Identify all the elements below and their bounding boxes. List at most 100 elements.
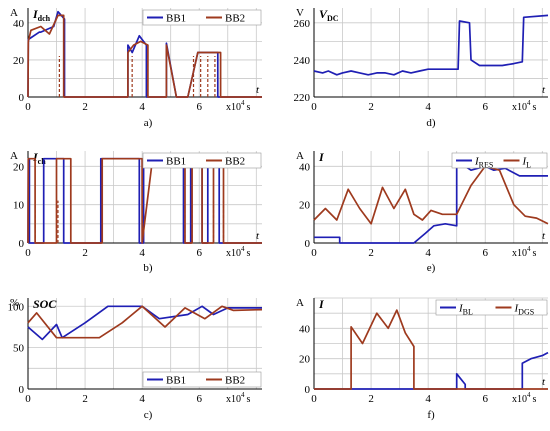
y-tick-label: 50 (13, 343, 25, 355)
x-tick-label: 4 (139, 101, 145, 113)
series-line-d-1 (313, 14, 549, 76)
y-tick-label: 40 (13, 18, 25, 30)
legend-label: BB2 (225, 13, 245, 25)
legend-box (142, 9, 262, 26)
x-tick-label: 2 (368, 393, 374, 405)
legend-f: IBL IDGS (435, 299, 548, 317)
x-tick-label: 0 (311, 247, 317, 259)
x-exponent-label: x104 s (226, 245, 251, 259)
x-tick-label: 6 (482, 393, 488, 405)
legend-label: IL (522, 156, 532, 170)
x-tick-label: 0 (25, 393, 31, 405)
x-tick-label: 2 (82, 101, 88, 113)
series-line-e-1 (314, 159, 548, 244)
x-tick-label: 0 (311, 101, 317, 113)
series-line-a-2 (27, 14, 262, 98)
y-tick-label: 0 (19, 384, 25, 396)
legend-label: IBL (458, 303, 473, 317)
x-axis-symbol: t (542, 376, 546, 388)
legend-box (142, 152, 262, 169)
chart-e: 0 20 40 0 2 4 6 A It x104 s e) IRES IL (296, 150, 549, 274)
x-axis-symbol: t (256, 84, 260, 96)
x-tick-label: 6 (196, 393, 202, 405)
y-unit-label: A (296, 297, 304, 309)
x-tick-label: 2 (368, 247, 374, 259)
gridlines-d (314, 8, 548, 97)
y-tick-label: 20 (299, 354, 311, 366)
y-symbol-label: Idch (32, 7, 51, 23)
y-symbol-label: I (318, 297, 325, 311)
legend-e: IRES IL (451, 152, 548, 170)
chart-f: 0 20 40 0 2 4 6 A It x104 s f) IBL IDGS (296, 297, 549, 421)
y-tick-label: 20 (13, 161, 25, 173)
y-unit-label: V (296, 7, 304, 19)
y-symbol-label: I (318, 150, 325, 164)
x-exponent-label: x104 s (512, 99, 537, 113)
series-line-f-1 (314, 351, 549, 390)
y-unit-label: A (296, 150, 304, 162)
y-tick-label: 20 (299, 200, 311, 212)
x-tick-label: 6 (482, 101, 488, 113)
x-exponent-label: x104 s (226, 391, 251, 405)
legend-box (435, 299, 548, 316)
x-tick-label: 0 (25, 101, 31, 113)
gridlines-f (314, 297, 548, 389)
y-tick-label: 20 (13, 55, 25, 67)
y-tick-label: 220 (294, 92, 311, 104)
y-tick-label: 240 (294, 55, 311, 67)
series-line-e-2 (313, 165, 549, 225)
series-line-c-1 (27, 305, 262, 341)
y-unit-label: A (10, 7, 18, 19)
series-line-c-2 (27, 305, 263, 339)
x-axis-symbol: t (542, 230, 546, 242)
y-tick-label: 260 (294, 18, 311, 30)
x-axis-symbol: t (542, 84, 546, 96)
y-tick-label: 0 (305, 384, 311, 396)
x-tick-label: 2 (82, 393, 88, 405)
x-tick-label: 6 (482, 247, 488, 259)
y-unit-label: A (10, 150, 18, 162)
x-tick-label: 0 (311, 393, 317, 405)
legend-label: BB1 (166, 375, 186, 387)
y-unit-label: % (10, 297, 19, 309)
series-line-f-2 (314, 309, 548, 390)
y-tick-label: 0 (305, 238, 311, 250)
caption-a: a) (144, 117, 153, 129)
caption-b: b) (143, 262, 153, 274)
legend-label: BB1 (166, 156, 186, 168)
y-tick-label: 40 (299, 323, 311, 335)
legend-box (451, 152, 548, 169)
x-exponent-label: x104 s (512, 391, 537, 405)
series-line-b-1 (27, 157, 262, 244)
x-tick-label: 2 (368, 101, 374, 113)
y-tick-label: 40 (299, 161, 311, 173)
legend-label: IDGS (514, 303, 535, 317)
x-tick-label: 0 (25, 247, 31, 259)
y-tick-label: 100 (8, 301, 25, 313)
legend-box (142, 371, 262, 388)
y-symbol-label: SOC (33, 297, 57, 311)
x-exponent-label: x104 s (226, 99, 251, 113)
caption-c: c) (144, 409, 153, 421)
x-tick-label: 4 (425, 393, 431, 405)
x-tick-label: 4 (425, 101, 431, 113)
x-exponent-label: x104 s (512, 245, 537, 259)
chart-a: 0 20 40 0 2 4 6 A Idch t x104 s a) BB1 BB2 (10, 7, 262, 129)
y-tick-label: 0 (19, 238, 25, 250)
caption-f: f) (427, 409, 435, 421)
y-tick-label: 10 (13, 200, 25, 212)
x-axis-symbol: t (256, 230, 260, 242)
x-tick-label: 4 (139, 393, 145, 405)
y-tick-label: 0 (19, 92, 25, 104)
caption-d: d) (426, 117, 436, 129)
x-tick-label: 4 (425, 247, 431, 259)
legend-label: IRES (474, 156, 493, 170)
legend-label: BB2 (225, 375, 245, 387)
x-tick-label: 2 (82, 247, 88, 259)
caption-e: e) (427, 262, 436, 274)
legend-label: BB2 (225, 156, 245, 168)
legend-label: BB1 (166, 13, 186, 25)
x-tick-label: 6 (196, 101, 202, 113)
chart-b: 0 10 20 0 2 4 6 A Ich t x104 s b) BB1 BB2 (10, 150, 262, 274)
